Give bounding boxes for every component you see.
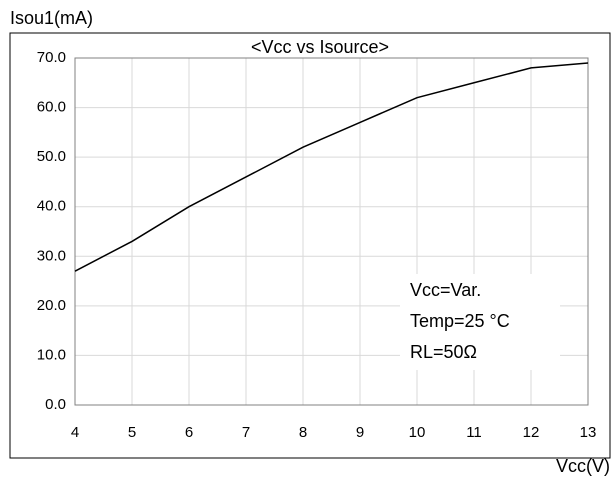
x-tick-label: 8	[299, 424, 307, 441]
x-tick-label: 6	[185, 424, 193, 441]
x-tick-label: 5	[128, 424, 136, 441]
y-tick-label: 20.0	[37, 297, 66, 314]
x-tick-label: 13	[580, 424, 597, 441]
chart-frame	[9, 32, 611, 459]
annotation: RL=50Ω	[410, 342, 477, 362]
y-tick-label: 10.0	[37, 346, 66, 363]
y-tick-label: 70.0	[37, 49, 66, 66]
x-tick-label: 11	[466, 424, 482, 441]
y-tick-label: 50.0	[37, 148, 66, 165]
y-tick-label: 30.0	[37, 247, 66, 264]
annotation: Vcc=Var.	[410, 280, 481, 300]
plot-border	[74, 57, 589, 406]
x-tick-label: 12	[523, 424, 540, 441]
y-tick-label: 40.0	[37, 198, 66, 215]
x-tick-label: 9	[356, 424, 364, 441]
x-tick-label: 7	[242, 424, 250, 441]
y-tick-label: 0.0	[45, 396, 66, 413]
annotation: Temp=25 °C	[410, 311, 510, 331]
x-axis-label: Vcc(V)	[556, 456, 610, 476]
chart-title: <Vcc vs Isource>	[251, 37, 389, 57]
x-tick-label: 10	[409, 424, 426, 441]
annotation-box	[400, 274, 560, 370]
y-axis-label: Isou1(mA)	[10, 8, 93, 28]
y-tick-label: 60.0	[37, 99, 66, 116]
x-tick-label: 4	[71, 424, 79, 441]
data-line	[74, 62, 589, 272]
